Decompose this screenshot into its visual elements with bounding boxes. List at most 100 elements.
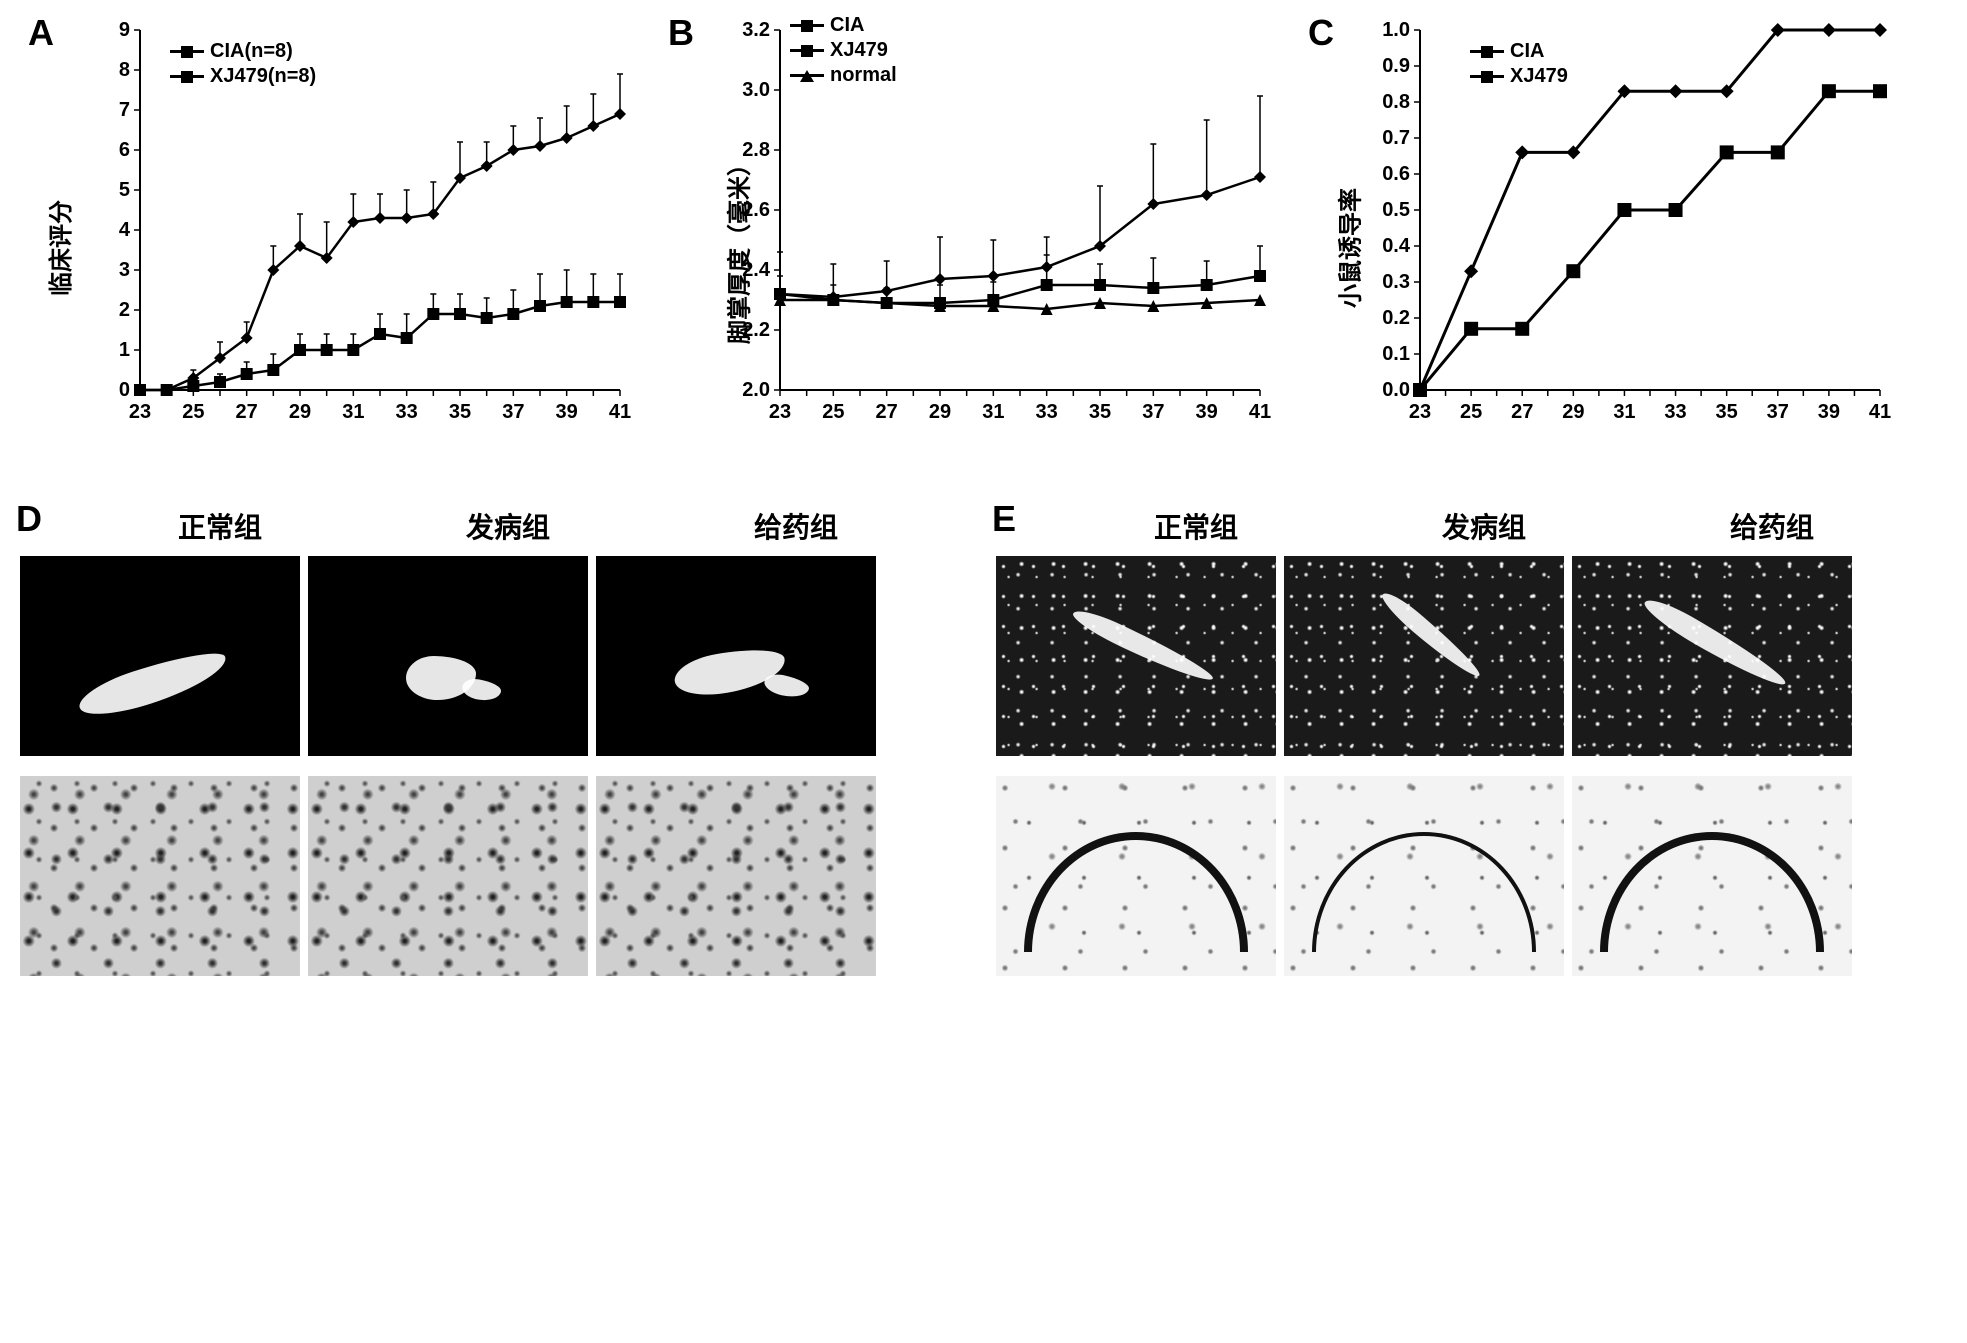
- svg-text:0.1: 0.1: [1382, 343, 1410, 365]
- svg-text:5: 5: [119, 179, 130, 201]
- charts-row: A 临床评分 012345678923252729313335373941 CI…: [20, 20, 1947, 476]
- svg-text:0.5: 0.5: [1382, 199, 1410, 221]
- svg-text:39: 39: [556, 401, 578, 423]
- legend-item: CIA: [790, 14, 897, 37]
- svg-text:0.0: 0.0: [1382, 379, 1410, 401]
- svg-text:9: 9: [119, 20, 130, 41]
- svg-text:3.0: 3.0: [742, 79, 770, 101]
- svg-text:23: 23: [1409, 401, 1431, 423]
- histology-image: [596, 776, 876, 976]
- legend-label: CIA: [1510, 40, 1544, 63]
- svg-text:31: 31: [1613, 401, 1635, 423]
- panel-d: D 正常组发病组给药组: [20, 506, 936, 976]
- svg-text:35: 35: [449, 401, 471, 423]
- diamond-marker-icon: [1481, 46, 1493, 58]
- svg-text:29: 29: [929, 401, 951, 423]
- histology-image: [1572, 776, 1852, 976]
- panel-c-svg: 0.00.10.20.30.40.50.60.70.80.91.02325272…: [1370, 20, 1900, 436]
- svg-text:39: 39: [1818, 401, 1840, 423]
- svg-text:1: 1: [119, 339, 130, 361]
- svg-text:33: 33: [1664, 401, 1686, 423]
- images-row: D 正常组发病组给药组 E 正常组发病组给药组: [20, 506, 1947, 976]
- svg-text:0.3: 0.3: [1382, 271, 1410, 293]
- svg-text:7: 7: [119, 99, 130, 121]
- column-header: 发病组: [1344, 506, 1624, 546]
- image-row: [20, 776, 936, 976]
- panel-b: B 脚掌厚度（毫米） 2.02.22.42.62.83.03.223252729…: [660, 20, 1280, 476]
- svg-text:27: 27: [1511, 401, 1533, 423]
- legend-item: normal: [790, 64, 897, 87]
- column-header: 正常组: [1056, 506, 1336, 546]
- panel-c-legend: CIAXJ479: [1470, 40, 1568, 90]
- legend-swatch: [790, 19, 824, 33]
- square-marker-icon: [801, 45, 813, 57]
- panel-e-label: E: [992, 498, 1016, 540]
- svg-text:37: 37: [502, 401, 524, 423]
- legend-swatch: [790, 44, 824, 58]
- svg-text:3.2: 3.2: [742, 20, 770, 41]
- legend-item: XJ479: [1470, 65, 1568, 88]
- legend-label: XJ479: [830, 39, 888, 62]
- svg-text:0.7: 0.7: [1382, 127, 1410, 149]
- histology-image: [1572, 556, 1852, 756]
- legend-label: CIA(n=8): [210, 40, 293, 63]
- panel-a-legend: CIA(n=8)XJ479(n=8): [170, 40, 316, 90]
- panel-d-label: D: [16, 498, 42, 540]
- image-row: [996, 556, 1912, 756]
- legend-swatch: [1470, 70, 1504, 84]
- svg-text:31: 31: [342, 401, 364, 423]
- legend-label: XJ479(n=8): [210, 65, 316, 88]
- svg-text:35: 35: [1089, 401, 1111, 423]
- svg-text:33: 33: [396, 401, 418, 423]
- legend-label: CIA: [830, 14, 864, 37]
- svg-text:39: 39: [1196, 401, 1218, 423]
- square-marker-icon: [1481, 71, 1493, 83]
- column-header: 给药组: [1632, 506, 1912, 546]
- legend-swatch: [170, 45, 204, 59]
- legend-swatch: [790, 69, 824, 83]
- legend-swatch: [1470, 45, 1504, 59]
- svg-text:8: 8: [119, 59, 130, 81]
- svg-text:23: 23: [769, 401, 791, 423]
- histology-image: [1284, 776, 1564, 976]
- column-header: 发病组: [368, 506, 648, 546]
- square-marker-icon: [181, 71, 193, 83]
- histology-image: [996, 556, 1276, 756]
- panel-a-yaxis-label: 临床评分: [41, 200, 76, 296]
- panel-c: C 小鼠诱导率 0.00.10.20.30.40.50.60.70.80.91.…: [1300, 20, 1900, 476]
- svg-text:4: 4: [119, 219, 131, 241]
- legend-item: CIA(n=8): [170, 40, 316, 63]
- svg-text:35: 35: [1716, 401, 1738, 423]
- svg-text:41: 41: [1249, 401, 1271, 423]
- image-row: [996, 776, 1912, 976]
- histology-image: [20, 556, 300, 756]
- panel-e-grid: [996, 556, 1912, 976]
- svg-text:23: 23: [129, 401, 151, 423]
- svg-text:29: 29: [289, 401, 311, 423]
- svg-text:0.9: 0.9: [1382, 55, 1410, 77]
- legend-item: XJ479: [790, 39, 897, 62]
- panel-d-grid: [20, 556, 936, 976]
- panel-a: A 临床评分 012345678923252729313335373941 CI…: [20, 20, 640, 476]
- histology-image: [308, 776, 588, 976]
- svg-text:27: 27: [876, 401, 898, 423]
- svg-text:2: 2: [119, 299, 130, 321]
- svg-text:0: 0: [119, 379, 130, 401]
- panel-e-headers: 正常组发病组给药组: [1056, 506, 1912, 546]
- svg-text:25: 25: [1460, 401, 1482, 423]
- svg-text:41: 41: [609, 401, 631, 423]
- svg-text:41: 41: [1869, 401, 1891, 423]
- legend-item: CIA: [1470, 40, 1568, 63]
- svg-text:0.6: 0.6: [1382, 163, 1410, 185]
- svg-text:25: 25: [822, 401, 844, 423]
- histology-image: [996, 776, 1276, 976]
- svg-text:37: 37: [1142, 401, 1164, 423]
- panel-d-headers: 正常组发病组给药组: [80, 506, 936, 546]
- legend-label: normal: [830, 64, 897, 87]
- panel-b-yaxis-label: 脚掌厚度（毫米）: [719, 152, 754, 344]
- legend-label: XJ479: [1510, 65, 1568, 88]
- svg-text:33: 33: [1036, 401, 1058, 423]
- svg-text:31: 31: [982, 401, 1004, 423]
- svg-text:25: 25: [182, 401, 204, 423]
- panel-b-legend: CIAXJ479normal: [790, 14, 897, 89]
